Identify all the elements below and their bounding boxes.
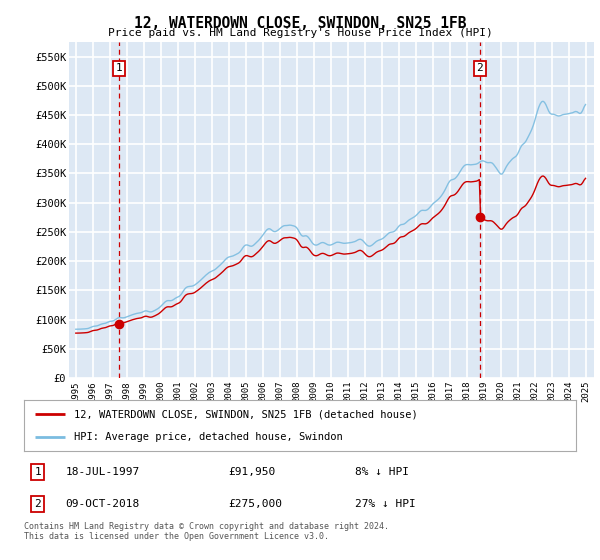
Text: £275,000: £275,000 [228,499,282,509]
Text: Contains HM Land Registry data © Crown copyright and database right 2024.
This d: Contains HM Land Registry data © Crown c… [24,522,389,542]
Text: 12, WATERDOWN CLOSE, SWINDON, SN25 1FB (detached house): 12, WATERDOWN CLOSE, SWINDON, SN25 1FB (… [74,409,418,419]
Text: 1: 1 [116,63,122,73]
Text: 27% ↓ HPI: 27% ↓ HPI [355,499,416,509]
Text: 2: 2 [476,63,483,73]
Text: 8% ↓ HPI: 8% ↓ HPI [355,466,409,477]
Text: £91,950: £91,950 [228,466,275,477]
Text: 18-JUL-1997: 18-JUL-1997 [65,466,140,477]
Text: 12, WATERDOWN CLOSE, SWINDON, SN25 1FB: 12, WATERDOWN CLOSE, SWINDON, SN25 1FB [134,16,466,31]
Text: HPI: Average price, detached house, Swindon: HPI: Average price, detached house, Swin… [74,432,343,442]
Text: 1: 1 [34,466,41,477]
Text: 09-OCT-2018: 09-OCT-2018 [65,499,140,509]
Text: Price paid vs. HM Land Registry's House Price Index (HPI): Price paid vs. HM Land Registry's House … [107,28,493,38]
Text: 2: 2 [34,499,41,509]
